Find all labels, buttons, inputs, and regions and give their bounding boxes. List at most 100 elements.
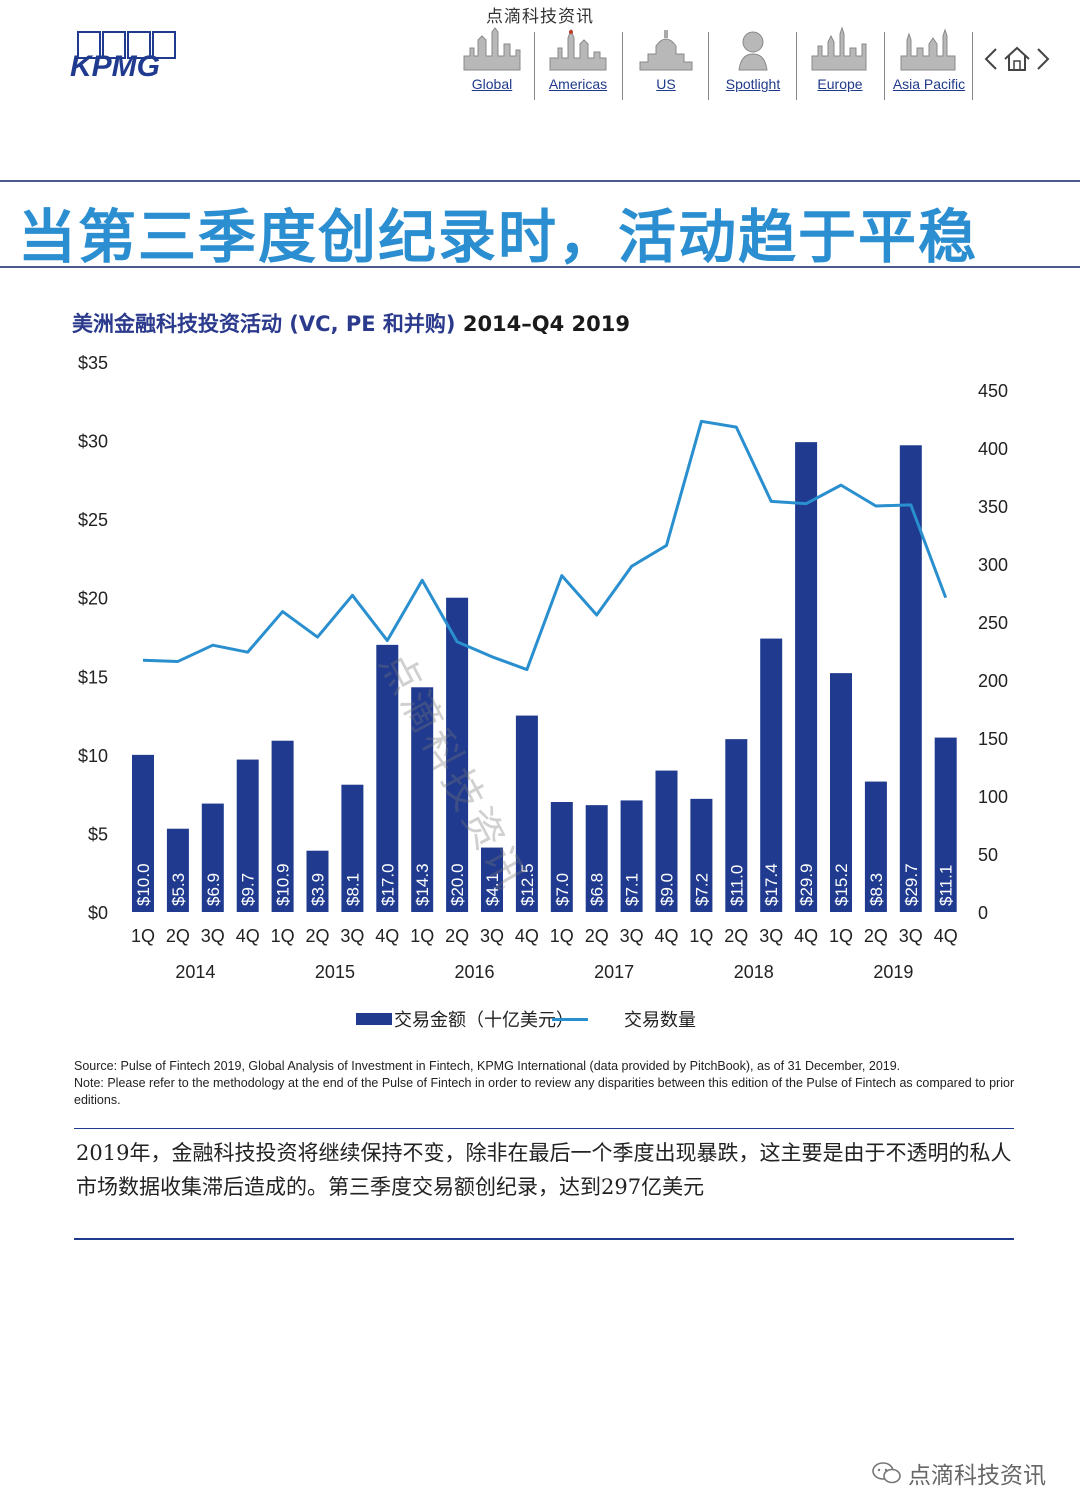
legend-bar-swatch — [356, 1013, 392, 1025]
logo-text: KPMG — [70, 50, 160, 82]
bar — [166, 828, 189, 912]
y-right-tick-label: 350 — [978, 497, 1008, 517]
x-quarter-label: 2Q — [585, 926, 609, 946]
y-right-tick-label: 100 — [978, 787, 1008, 807]
bar-value-label: $7.0 — [553, 873, 572, 906]
body-paragraph: 2019年，金融科技投资将继续保持不变，除非在最后一个季度出现暴跌，这主要是由于… — [76, 1141, 1012, 1199]
bar — [934, 737, 957, 912]
europe-skyline-icon — [811, 26, 867, 71]
asia-pacific-skyline-icon — [900, 28, 956, 71]
bar — [795, 442, 818, 912]
top-watermark: 点滴科技资讯 — [486, 7, 594, 27]
fintech-investment-chart: $0 $5 $10 $15 $20 $25 $30 $35 0 50 100 150 200 250 300… — [78, 353, 1008, 982]
note-line: Note: Please refer to the methodology at… — [74, 1076, 1015, 1107]
x-quarter-label: 3Q — [899, 926, 923, 946]
footer-watermark: 点滴科技资讯 — [872, 1456, 1046, 1490]
bar-value-label: $6.9 — [204, 873, 223, 906]
x-quarter-label: 3Q — [620, 926, 644, 946]
bar — [376, 644, 399, 912]
bar — [446, 597, 469, 912]
body-rule — [74, 1238, 1014, 1240]
x-quarter-label: 1Q — [410, 926, 434, 946]
bar — [690, 798, 713, 912]
legend-line-swatch — [552, 1017, 588, 1021]
bar-value-label: $10.9 — [274, 863, 293, 906]
bar — [864, 781, 887, 912]
x-quarter-label: 4Q — [934, 926, 958, 946]
bar — [550, 802, 573, 912]
x-quarter-label: 2Q — [305, 926, 329, 946]
bar-value-label: $11.1 — [937, 865, 956, 906]
y-left-tick-label: $35 — [78, 353, 108, 373]
nav-label-us: US — [656, 76, 676, 92]
x-quarter-label: 3Q — [480, 926, 504, 946]
title-rule — [0, 180, 1080, 182]
nav-label-spotlight: Spotlight — [725, 76, 781, 92]
x-year-label: 2018 — [734, 962, 774, 982]
x-quarter-label: 4Q — [375, 926, 399, 946]
footer-watermark-text: 点滴科技资讯 — [908, 1463, 1046, 1489]
chart-title-range: 2014–Q4 2019 — [462, 312, 630, 336]
x-quarter-label: 1Q — [550, 926, 574, 946]
y-left-tick-label: $10 — [78, 746, 108, 766]
bar-value-label: $17.4 — [762, 863, 781, 906]
x-quarter-label: 1Q — [829, 926, 853, 946]
bar-value-label: $3.9 — [309, 873, 328, 906]
nav-divider — [972, 32, 973, 100]
bar-value-label: $10.0 — [134, 863, 153, 906]
y-right-tick-label: 300 — [978, 555, 1008, 575]
nav-global[interactable]: Global — [460, 26, 524, 102]
y-right-tick-label: 450 — [978, 381, 1008, 401]
y-left-tick-label: $0 — [88, 903, 108, 923]
bar — [655, 770, 678, 912]
x-quarter-label: 3Q — [340, 926, 364, 946]
bar — [236, 759, 259, 912]
nav-label-global: Global — [471, 76, 513, 92]
chart-title: 美洲金融科技投资活动 (VC, PE 和并购) 2014–Q4 2019 — [72, 308, 630, 338]
x-year-label: 2015 — [315, 962, 355, 982]
nav-us[interactable]: US — [636, 26, 696, 102]
bar-value-label: $7.2 — [692, 873, 711, 906]
chevron-right-icon[interactable] — [1036, 47, 1050, 71]
bar — [899, 445, 922, 912]
bar — [481, 847, 503, 912]
bar-value-label: $17.0 — [378, 863, 397, 906]
bar — [725, 739, 748, 912]
bar — [341, 784, 364, 912]
chevron-left-icon[interactable] — [984, 47, 998, 71]
x-quarter-label: 4Q — [794, 926, 818, 946]
nav-divider — [884, 32, 885, 100]
bar-value-label: $12.5 — [518, 863, 537, 906]
nav-spotlight[interactable]: Spotlight — [720, 26, 786, 102]
y-left-tick-label: $15 — [78, 667, 108, 687]
nav-asia-pacific[interactable]: Asia Pacific — [890, 26, 968, 102]
region-nav: Global Americas US Spotlight Europe Asia… — [450, 26, 980, 102]
source-note: Source: Pulse of Fintech 2019, Global An… — [74, 1058, 1024, 1109]
americas-skyline-icon — [549, 28, 607, 71]
bar — [132, 754, 154, 912]
nav-label-europe: Europe — [817, 76, 863, 92]
wechat-icon — [872, 1462, 901, 1484]
bar — [515, 715, 538, 912]
bar-value-label: $4.1 — [483, 873, 502, 906]
nav-americas[interactable]: Americas — [546, 26, 610, 102]
source-line: Source: Pulse of Fintech 2019, Global An… — [74, 1059, 901, 1073]
x-quarter-label: 1Q — [131, 926, 155, 946]
nav-divider — [708, 32, 709, 100]
x-year-label: 2019 — [873, 962, 913, 982]
home-icon[interactable] — [1002, 46, 1032, 72]
legend-line-label: 交易数量 — [624, 1010, 696, 1031]
bar-value-label: $20.0 — [448, 863, 467, 906]
x-quarter-label: 1Q — [689, 926, 713, 946]
chart-title-cn: 美洲金融科技投资活动 (VC, PE 和并购) — [72, 312, 456, 336]
bar — [201, 803, 224, 912]
nav-divider — [534, 32, 535, 100]
y-right-tick-label: 250 — [978, 613, 1008, 633]
bar-value-label: $9.0 — [658, 873, 677, 906]
bar-value-label: $5.3 — [169, 873, 188, 906]
bar-value-label: $7.1 — [623, 873, 642, 906]
x-quarter-label: 2Q — [864, 926, 888, 946]
y-right-tick-label: 200 — [978, 671, 1008, 691]
nav-europe[interactable]: Europe — [808, 26, 872, 102]
x-year-label: 2016 — [455, 962, 495, 982]
